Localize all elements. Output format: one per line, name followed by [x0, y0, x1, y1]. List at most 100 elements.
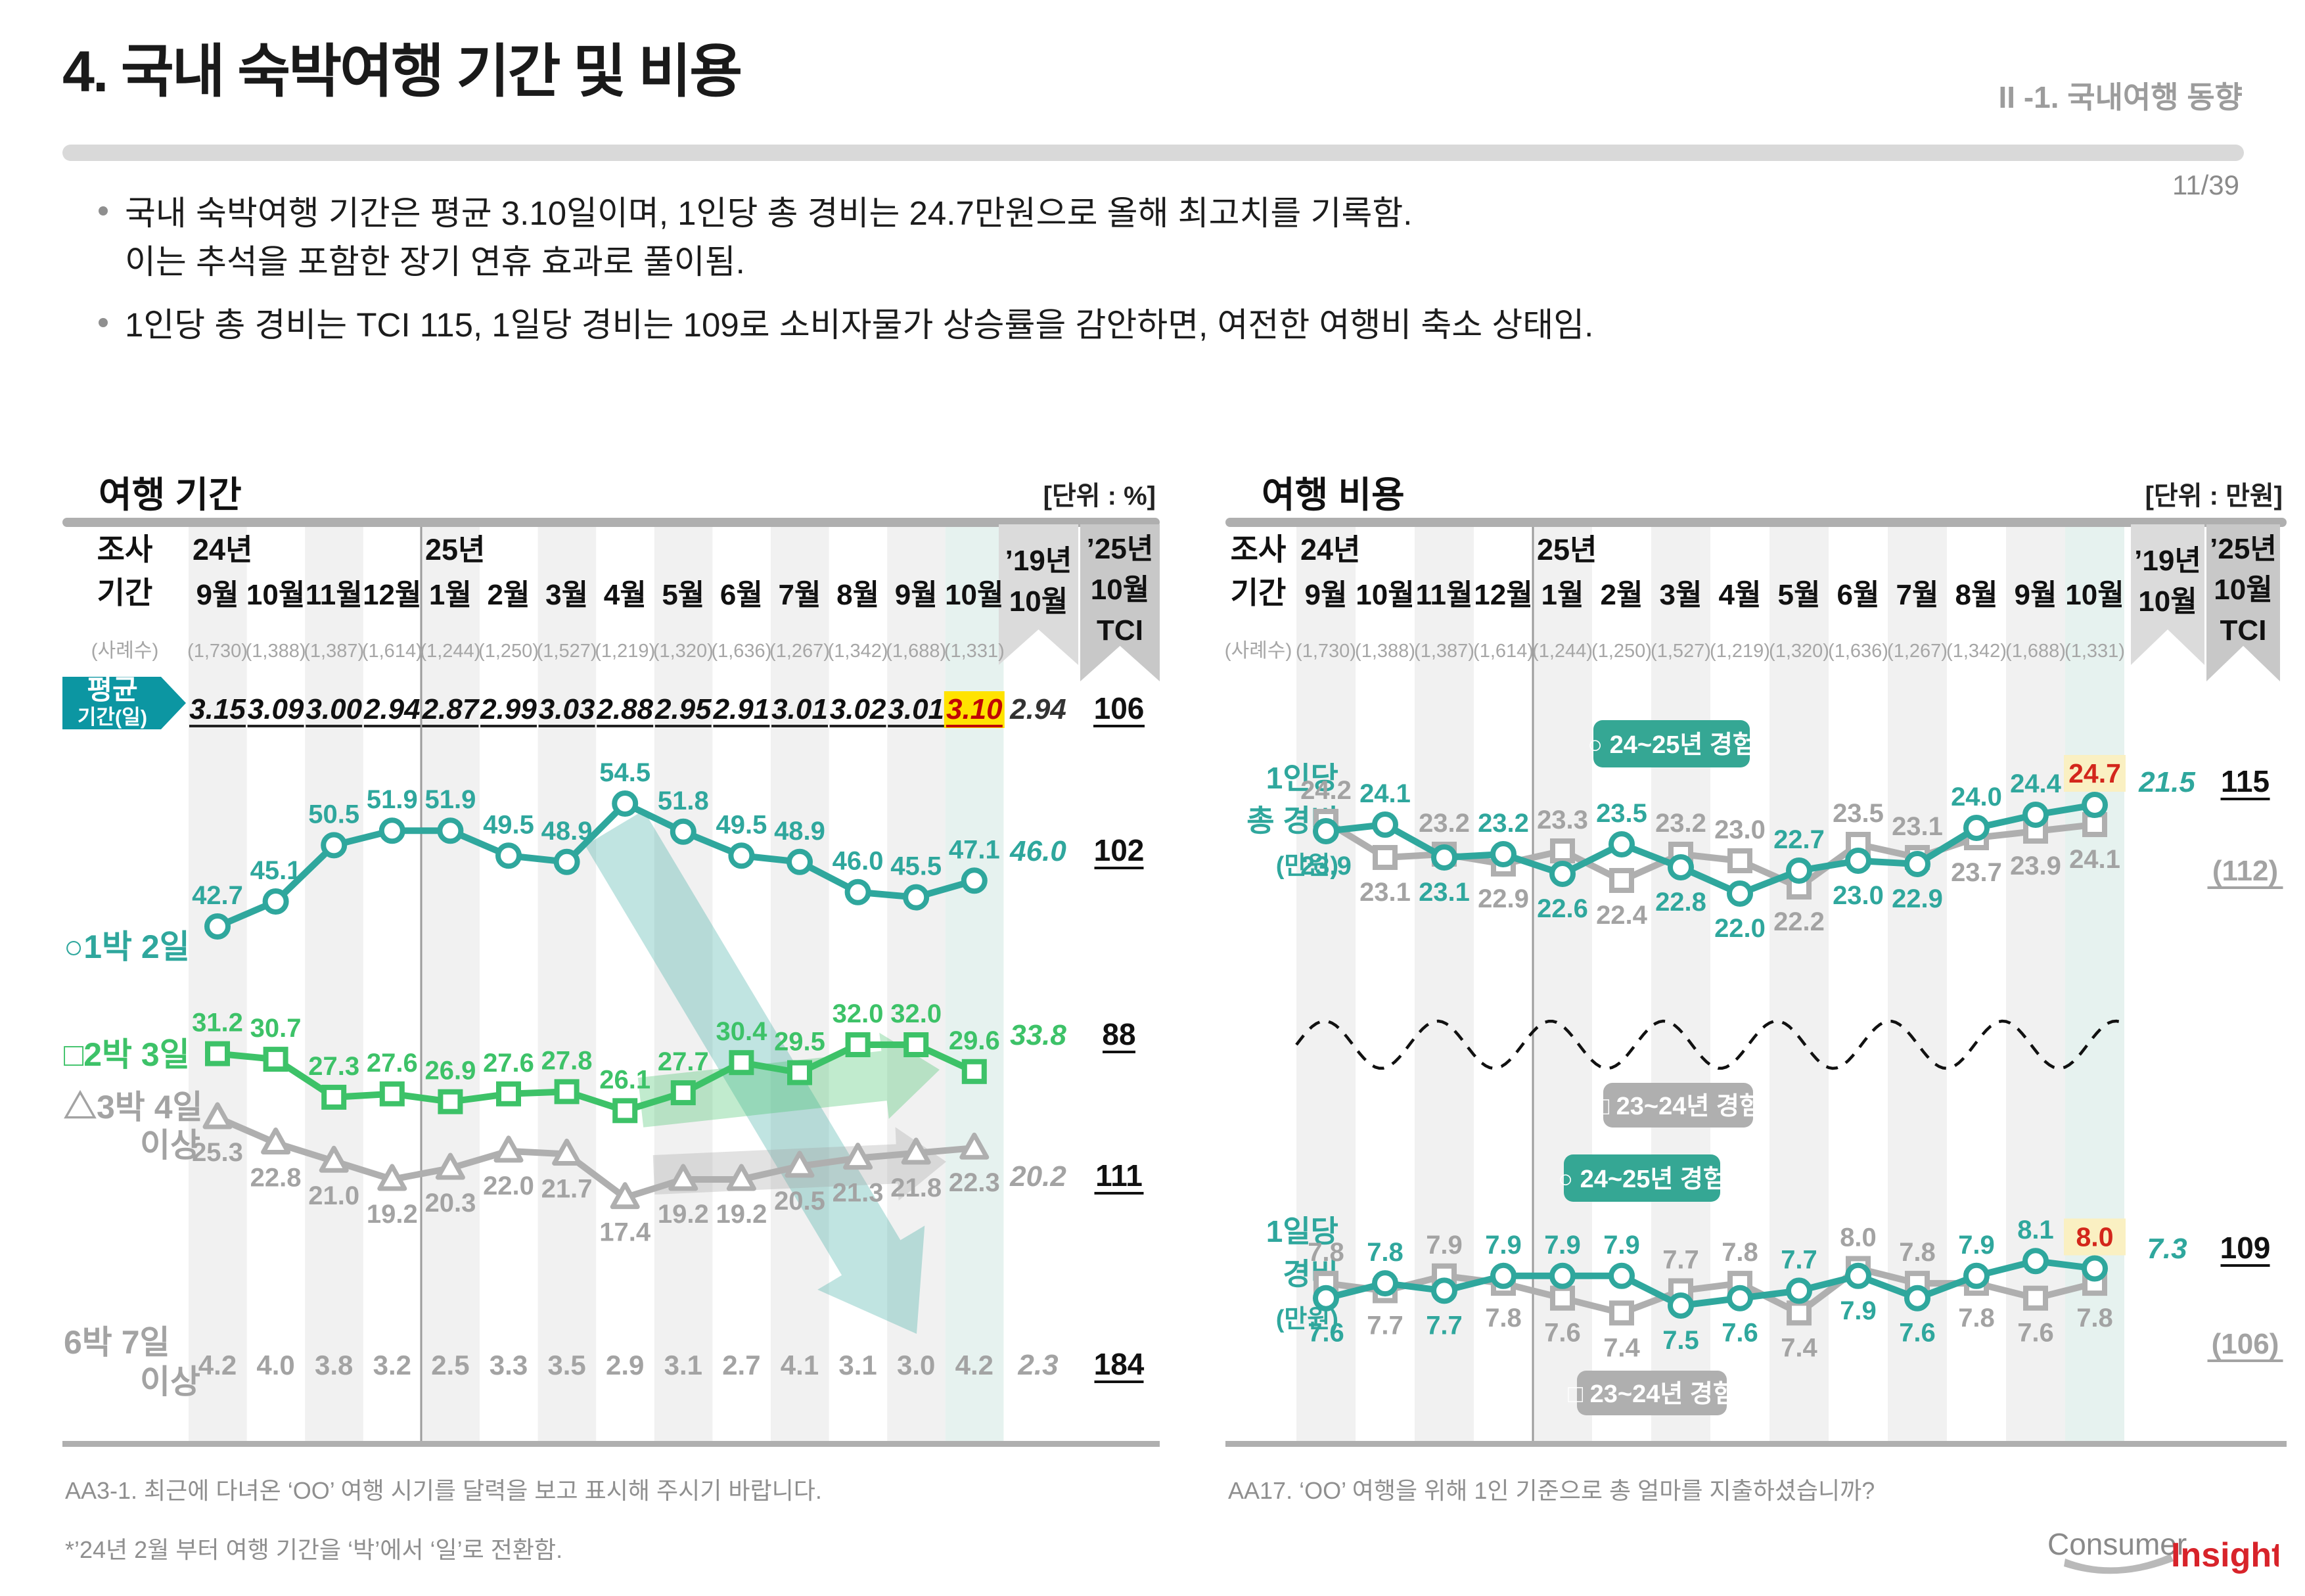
month-label: 2월	[488, 579, 530, 611]
data-label: 45.5	[890, 852, 942, 881]
square-marker	[1609, 868, 1634, 893]
month-label: 9월	[196, 579, 239, 611]
data-label: 23.9	[1300, 852, 1352, 880]
bullet-2: 1인당 총 경비는 TCI 115, 1일당 경비는 109로 소비자물가 상승…	[99, 301, 1593, 350]
circle-marker	[1904, 851, 1930, 877]
data-label: 7.6	[1722, 1319, 1758, 1348]
summary-bullets: 국내 숙박여행 기간은 평균 3.10일이며, 1인당 총 경비는 24.7만원…	[99, 189, 1593, 364]
tci-value: 102	[1094, 833, 1145, 867]
legend-badge	[1577, 1371, 1727, 1415]
month-column-stripe	[537, 526, 597, 1442]
bullet-2-line-1: 1인당 총 경비는 TCI 115, 1일당 경비는 109로 소비자물가 상승…	[125, 306, 1594, 344]
data-label: 27.6	[483, 1049, 534, 1078]
avg-value: 3.00	[306, 693, 362, 725]
series-legend-2박 3일: □2박 3일	[64, 1036, 190, 1073]
group-label-1일당 경비: 1일당	[1266, 1214, 1338, 1248]
tci-sub-value: (112)	[2212, 855, 2278, 887]
ref-value: 46.0	[1009, 835, 1066, 867]
data-label: 24.0	[1951, 783, 2002, 811]
case-count: (1,320)	[653, 641, 714, 662]
circle-marker	[844, 878, 871, 905]
month-label: 5월	[662, 579, 704, 611]
bullet-1: 국내 숙박여행 기간은 평균 3.10일이며, 1인당 총 경비는 24.7만원…	[99, 189, 1593, 286]
avg-value: 2.95	[654, 693, 712, 725]
data-label: 21.8	[890, 1174, 942, 1202]
case-count: (1,244)	[1532, 641, 1593, 662]
avg-tci-value: 106	[1094, 691, 1145, 725]
circle-marker	[1668, 1292, 1694, 1319]
circle-marker	[903, 884, 930, 911]
series-legend-3박 4일 이상: 이상	[140, 1127, 200, 1164]
triangle-marker	[901, 1137, 931, 1165]
month-label: 12월	[363, 579, 421, 611]
pennant-label: 10월	[2138, 585, 2197, 618]
data-label: 7.7	[1662, 1245, 1699, 1274]
legend-badge	[1564, 1154, 1720, 1202]
data-label: 2.7	[722, 1350, 760, 1380]
data-label: 7.6	[1899, 1319, 1936, 1348]
square-marker	[263, 1047, 288, 1072]
legend-badge-label: □ 23~24년 경험	[1594, 1093, 1762, 1120]
data-label: 49.5	[483, 810, 534, 839]
duration-chart-unit: [단위 : %]	[1043, 482, 1156, 511]
case-count: (1,219)	[595, 641, 655, 662]
circle-marker	[1904, 1285, 1930, 1311]
pennant-label: 10월	[1091, 574, 1149, 606]
highlight-box	[944, 691, 1005, 728]
square-marker	[903, 1032, 929, 1057]
circle-marker	[262, 888, 289, 915]
month-column-stripe	[421, 526, 480, 1442]
data-label: 7.9	[1840, 1296, 1877, 1325]
month-label: 8월	[836, 579, 879, 611]
data-label: 7.6	[1544, 1319, 1581, 1348]
circle-marker	[1490, 1262, 1517, 1289]
data-label: 51.8	[658, 787, 709, 815]
data-label: 23.1	[1359, 878, 1411, 907]
square-marker	[1727, 848, 1752, 873]
legend-badge-label: ○ 24~25년 경험	[1558, 1166, 1726, 1193]
data-label: 22.4	[1596, 901, 1648, 930]
circle-marker	[495, 842, 522, 869]
circle-marker	[1313, 818, 1339, 844]
square-marker	[1609, 1300, 1634, 1326]
case-count: (1,387)	[1414, 641, 1474, 662]
data-label: 3.8	[315, 1350, 353, 1380]
legend-badge-label: □ 23~24년 경험	[1568, 1380, 1736, 1408]
circle-marker	[961, 867, 988, 894]
square-marker	[1373, 845, 1398, 870]
case-count: (1,388)	[1355, 641, 1415, 662]
data-label: 7.7	[1781, 1245, 1817, 1274]
data-label: 7.7	[1367, 1311, 1404, 1340]
data-label: 24.2	[1300, 776, 1352, 805]
data-label: 7.8	[1958, 1304, 1995, 1333]
tci-pennant	[1080, 524, 1160, 681]
data-label: 7.7	[1426, 1311, 1463, 1340]
data-label: 7.4	[1603, 1333, 1640, 1362]
month-column-stripe	[654, 526, 713, 1442]
square-marker	[1550, 838, 1575, 863]
data-label: 22.0	[1714, 914, 1766, 943]
circle-marker	[553, 848, 580, 875]
month-label: 10월	[945, 579, 1003, 611]
section-label: II -1. 국내여행 동향	[1998, 80, 2243, 114]
table-bottom-border	[62, 1441, 1160, 1447]
header-row-label: 조사	[97, 532, 153, 566]
circle-marker	[1313, 1285, 1339, 1311]
data-label: 31.2	[192, 1009, 243, 1037]
circle-marker	[1549, 1262, 1576, 1289]
ref-1910-pennant	[2131, 524, 2204, 665]
circle-marker	[1845, 1262, 1871, 1289]
ref-1910-pennant	[999, 524, 1078, 665]
consumer-insight-logo: Consumer Insight	[2047, 1527, 2279, 1574]
month-label: 9월	[2015, 579, 2057, 611]
group-label-1인당 총 경비: (만원)	[1276, 852, 1338, 880]
case-count: (1,267)	[769, 641, 830, 662]
avg-badge-label: 기간(일)	[78, 706, 147, 729]
data-label: 29.5	[774, 1028, 825, 1057]
bullet-dot	[99, 206, 108, 216]
triangle-marker	[610, 1182, 640, 1210]
data-label: 3.2	[373, 1350, 411, 1380]
circle-marker	[1786, 857, 1812, 884]
data-label: 19.2	[658, 1200, 709, 1229]
month-label: 10월	[2065, 579, 2124, 611]
